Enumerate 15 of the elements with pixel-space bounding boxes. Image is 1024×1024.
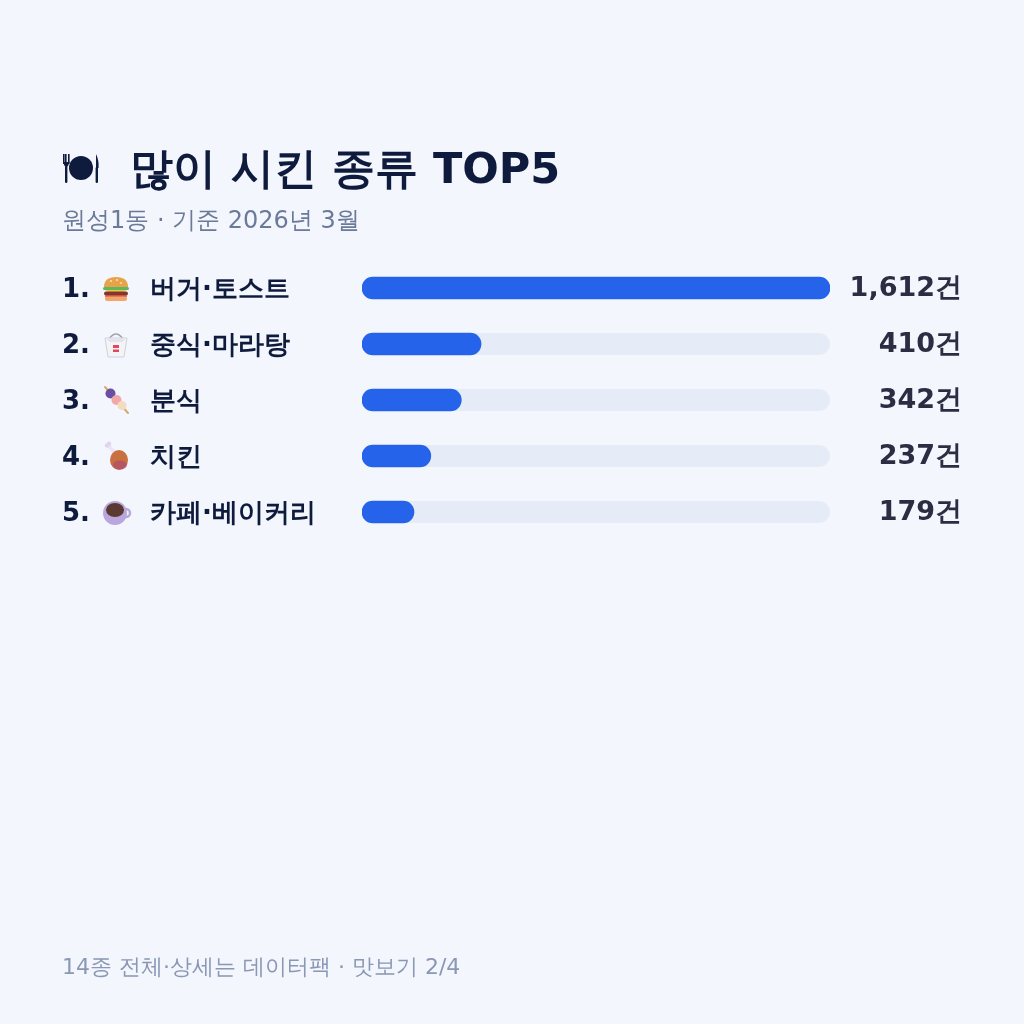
category-label: 4. 치킨 (62, 440, 202, 471)
category-label: 1. 버거·토스트 (62, 272, 290, 303)
category-label: 5. 카페·베이커리 (62, 496, 316, 527)
category-label: 2. 중식·마라탕 (62, 328, 290, 359)
data-label: 179건 (878, 495, 962, 527)
text: 14종 전체·상세는 데이터팩 · 맛보기 2/4 (62, 953, 461, 981)
data-label: 410건 (878, 327, 962, 359)
category-label: 3. 분식 (62, 384, 202, 415)
bar (362, 444, 432, 468)
data-label: 237건 (878, 439, 962, 471)
data-label: 1,612건 (849, 271, 962, 303)
chart-subtitle: 원성1동 · 기준 2026년 3월 (62, 205, 360, 236)
chart-title: 많이 시킨 종류 TOP5 (130, 142, 561, 195)
bar (362, 388, 462, 412)
data-label: 342건 (878, 383, 962, 415)
